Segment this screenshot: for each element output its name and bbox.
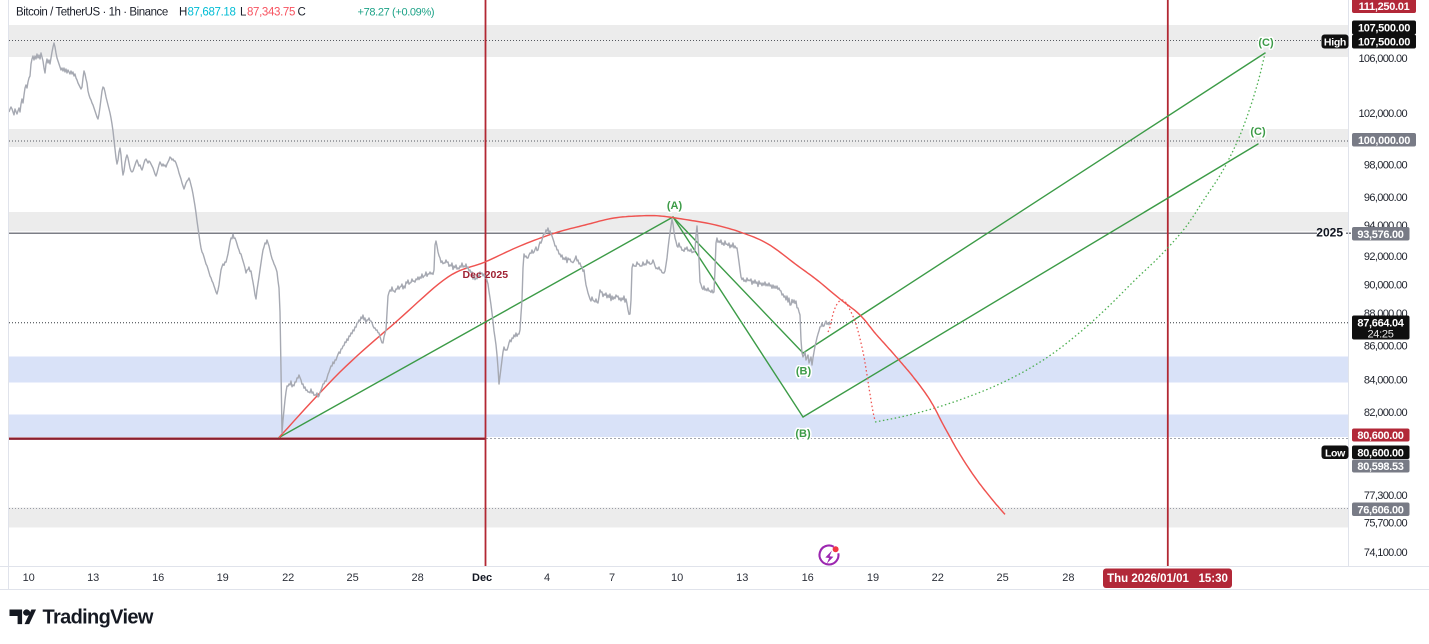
svg-text:Bitcoin / TetherUS · 1h · Bina: Bitcoin / TetherUS · 1h · Binance [16,6,168,18]
svg-text:13: 13 [736,572,748,584]
svg-text:24:25: 24:25 [1367,329,1393,341]
svg-text:(C): (C) [1250,126,1266,138]
svg-text:19: 19 [217,572,229,584]
svg-text:+78.27 (+0.09%): +78.27 (+0.09%) [358,6,435,18]
svg-text:(C): (C) [1258,37,1274,49]
svg-text:86,000.00: 86,000.00 [1364,341,1408,353]
svg-text:102,000.00: 102,000.00 [1358,108,1407,120]
svg-text:90,000.00: 90,000.00 [1364,279,1408,291]
svg-text:25: 25 [996,572,1008,584]
svg-text:107,500.00: 107,500.00 [1358,37,1410,49]
svg-text:96,000.00: 96,000.00 [1364,192,1408,204]
svg-text:(A): (A) [667,200,683,212]
svg-text:87,343.75: 87,343.75 [247,6,295,18]
svg-text:16: 16 [152,572,164,584]
svg-text:111,250.01: 111,250.01 [1359,1,1410,13]
svg-text:2025: 2025 [1316,226,1343,240]
svg-text:16: 16 [802,572,814,584]
svg-text:93,576.00: 93,576.00 [1357,229,1403,241]
svg-text:80,598.53: 80,598.53 [1357,461,1403,473]
svg-text:80,600.00: 80,600.00 [1357,448,1403,460]
svg-text:C: C [298,6,306,18]
svg-text:22: 22 [932,572,944,584]
svg-text:106,000.00: 106,000.00 [1358,53,1407,65]
svg-text:87,664.04: 87,664.04 [1357,318,1404,330]
svg-text:L: L [240,6,247,18]
svg-text:High: High [1324,37,1346,49]
svg-text:82,000.00: 82,000.00 [1364,407,1408,419]
svg-text:107,500.00: 107,500.00 [1358,23,1410,35]
svg-text:Dec 2025: Dec 2025 [463,269,509,281]
svg-text:19: 19 [867,572,879,584]
svg-text:Dec: Dec [472,572,492,584]
svg-text:74,100.00: 74,100.00 [1364,547,1408,559]
svg-text:92,000.00: 92,000.00 [1364,251,1408,263]
svg-text:Low: Low [1325,448,1346,460]
svg-text:75,700.00: 75,700.00 [1364,518,1408,530]
svg-text:4: 4 [544,572,550,584]
svg-text:28: 28 [1062,572,1074,584]
svg-text:10: 10 [671,572,683,584]
svg-text:TradingView: TradingView [43,607,154,629]
svg-text:84,000.00: 84,000.00 [1364,374,1408,386]
svg-text:H: H [179,6,187,18]
svg-text:(B): (B) [795,428,811,440]
svg-text:(B): (B) [796,366,812,378]
svg-text:13: 13 [87,572,99,584]
svg-text:28: 28 [411,572,423,584]
svg-text:98,000.00: 98,000.00 [1364,160,1408,172]
svg-text:Thu 2026/01/01 15:30: Thu 2026/01/01 15:30 [1107,573,1228,585]
svg-text:87,687.18: 87,687.18 [188,6,236,18]
svg-text:7: 7 [609,572,615,584]
svg-text:76,606.00: 76,606.00 [1357,505,1403,517]
svg-text:10: 10 [23,572,35,584]
svg-text:25: 25 [346,572,358,584]
svg-text:100,000.00: 100,000.00 [1358,135,1410,147]
svg-text:77,300.00: 77,300.00 [1364,490,1408,502]
svg-text:80,600.00: 80,600.00 [1357,430,1403,442]
svg-text:22: 22 [282,572,294,584]
